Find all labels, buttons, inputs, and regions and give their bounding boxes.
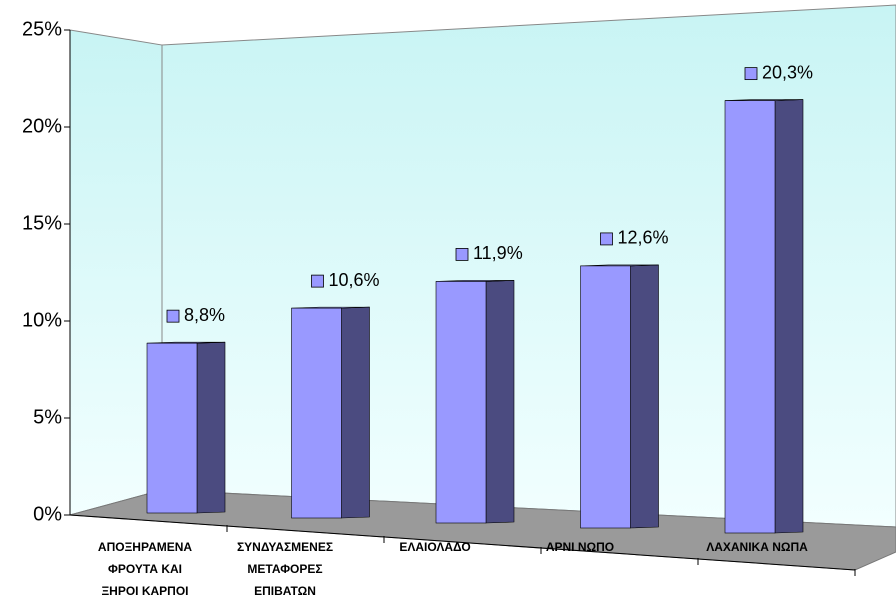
- value-label: 11,9%: [473, 243, 523, 263]
- value-label-key: [166, 309, 180, 323]
- bar-side: [485, 280, 515, 524]
- bar-side: [196, 341, 226, 514]
- bar: [291, 307, 342, 519]
- bar-side: [774, 99, 804, 534]
- y-tick-label: 0%: [33, 503, 62, 525]
- bar: [724, 100, 776, 534]
- y-tick-label: 20%: [22, 115, 62, 137]
- x-tick-label: ΣΥΝΔΥΑΣΜΕΝΕΣ ΜΕΤΑΦΟΡΕΣ ΕΠΙΒΑΤΩΝ: [236, 540, 334, 598]
- y-tick-label: 10%: [22, 309, 62, 331]
- value-label-key: [311, 274, 324, 288]
- value-label-key: [455, 248, 469, 261]
- bar-side: [341, 306, 370, 519]
- value-label: 10,6%: [329, 270, 380, 290]
- value-label: 12,6%: [618, 228, 669, 248]
- value-label-key: [744, 67, 758, 81]
- bar: [435, 281, 487, 524]
- x-axis: [69, 514, 856, 571]
- bar: [580, 265, 631, 529]
- x-tick-label: ΑΡΝΙ ΝΩΠΟ: [545, 540, 615, 554]
- bar-side: [630, 264, 659, 529]
- x-tick-label: ΛΑΧΑΝΙΚΑ ΝΩΠΑ: [706, 540, 808, 554]
- x-tick-label: ΑΠΟΞΗΡΑΜΕΝΑ ΦΡΟΥΤΑ ΚΑΙ ΞΗΡΟΙ ΚΑΡΠΟΙ: [97, 540, 193, 598]
- y-tick-label: 5%: [33, 406, 62, 428]
- y-tick-label: 25%: [22, 18, 62, 40]
- value-label: 8,8%: [184, 305, 225, 325]
- x-tick-label: ΕΛΑΙΟΛΑΔΟ: [399, 540, 471, 554]
- value-label: 20,3%: [762, 62, 813, 82]
- value-label-key: [600, 232, 613, 246]
- y-tick-label: 15%: [22, 212, 62, 234]
- bar: [146, 342, 198, 514]
